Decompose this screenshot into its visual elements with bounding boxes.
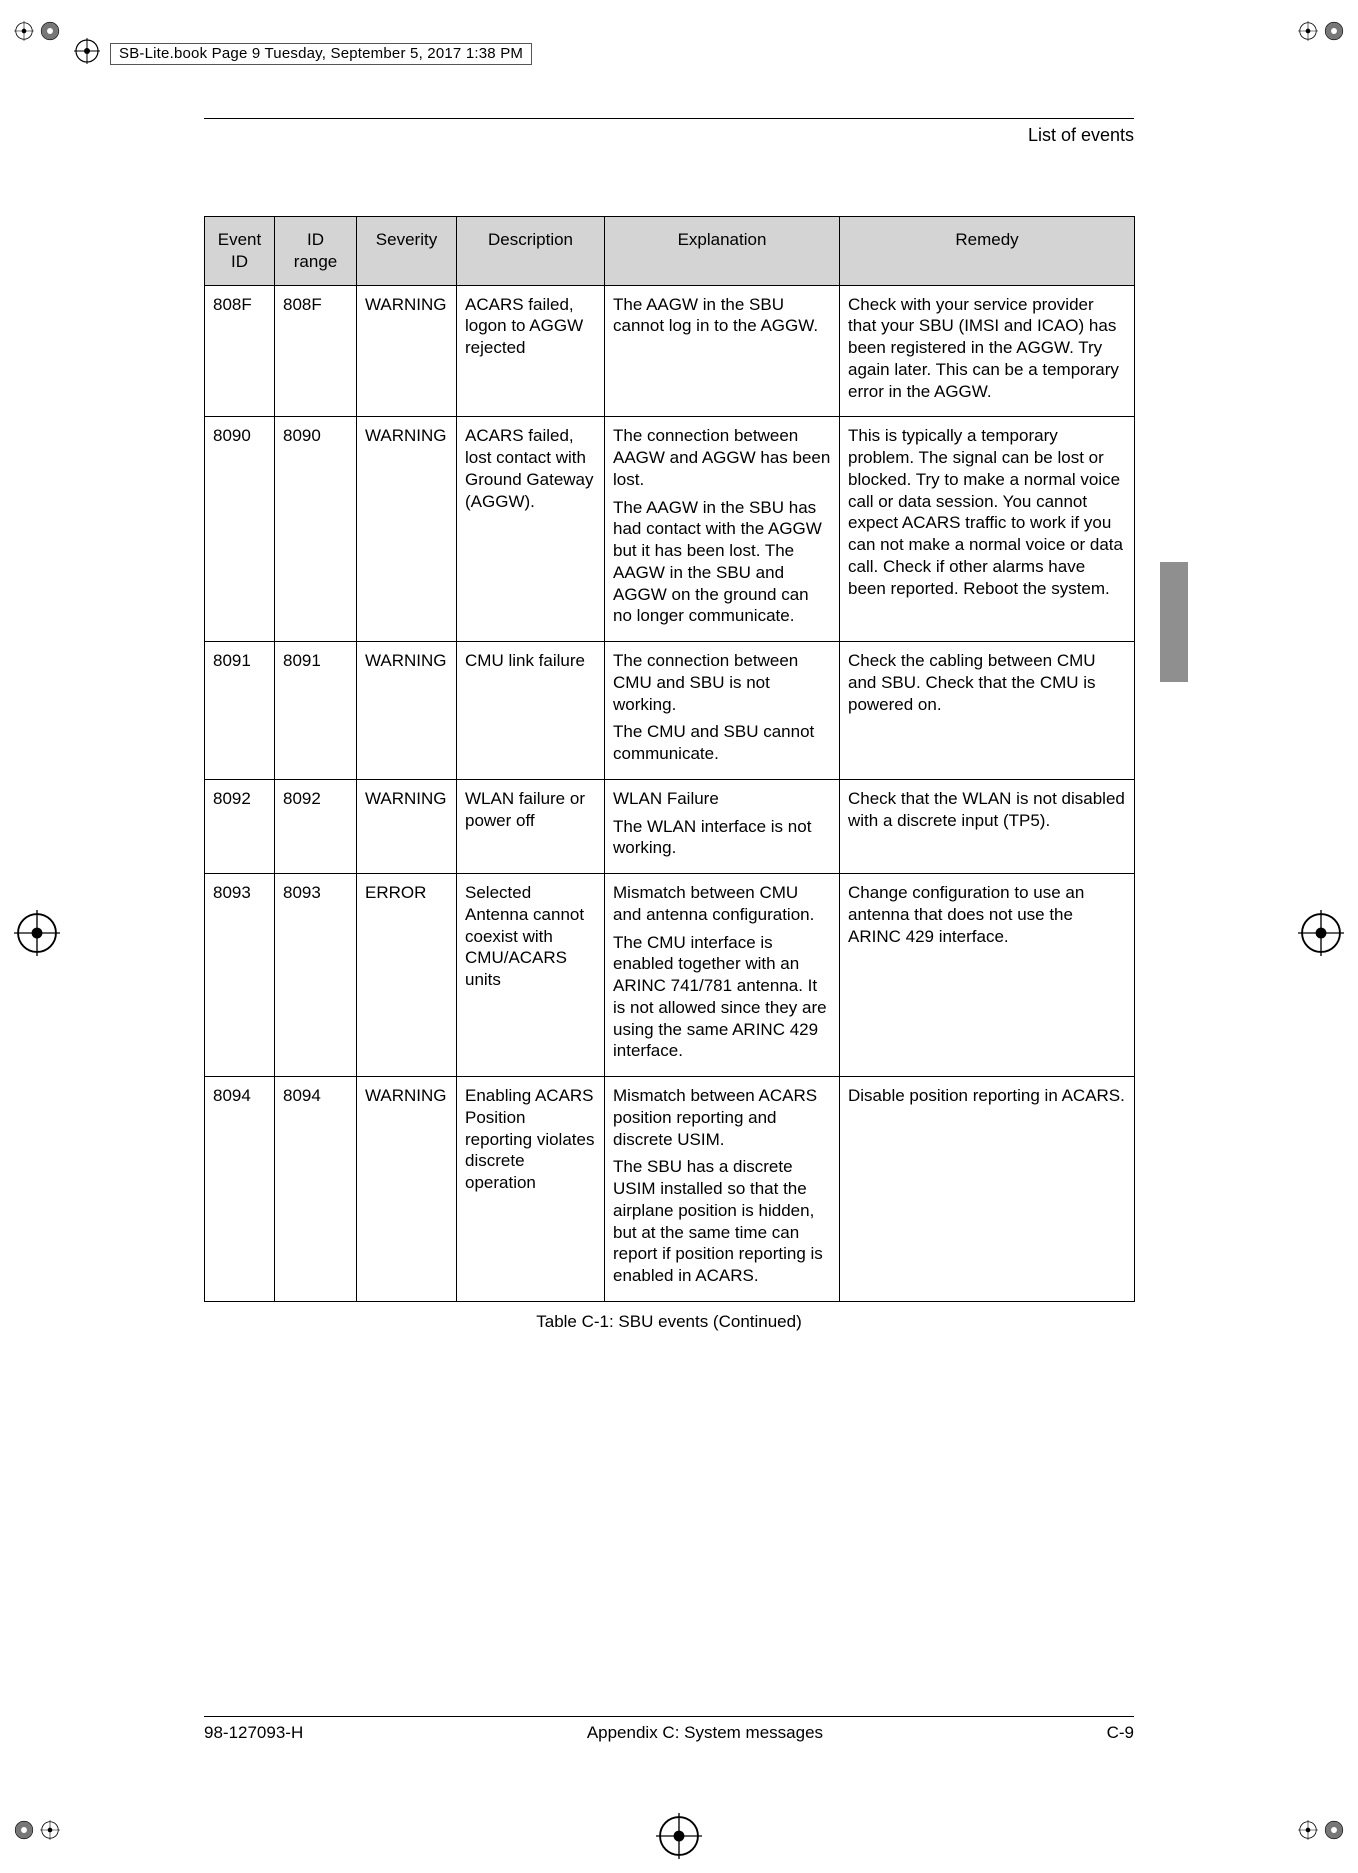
cell-explanation-para: Mismatch between CMU and antenna configu… bbox=[613, 882, 831, 926]
cell-explanation-para: The connection between AAGW and AGGW has… bbox=[613, 425, 831, 490]
cell-remedy-para: This is typically a temporary problem. T… bbox=[848, 425, 1126, 599]
cell-explanation: WLAN Failure The WLAN interface is not wo… bbox=[605, 779, 840, 873]
cell-explanation-para: The AAGW in the SBU has had contact with… bbox=[613, 497, 831, 628]
col-explanation: Explanation bbox=[605, 217, 840, 286]
cell-remedy: Disable position reporting in ACARS. bbox=[840, 1077, 1135, 1302]
table-row: 80918091WARNINGCMU link failureThe conne… bbox=[205, 642, 1135, 780]
crop-mark-icon bbox=[14, 910, 60, 956]
crop-mark-icon bbox=[14, 1813, 60, 1859]
cell-remedy-para: Check the cabling between CMU and SBU. C… bbox=[848, 650, 1126, 715]
cell-explanation-para: The CMU and SBU cannot communicate. bbox=[613, 721, 831, 765]
cell-explanation-para: The AAGW in the SBU cannot log in to the… bbox=[613, 294, 831, 338]
cell-remedy: Change configuration to use an antenna t… bbox=[840, 874, 1135, 1077]
cell-explanation-para: The CMU interface is enabled together wi… bbox=[613, 932, 831, 1063]
footer-page-number: C-9 bbox=[1107, 1723, 1134, 1743]
cell-event-id: 8092 bbox=[205, 779, 275, 873]
cell-remedy-para: Check that the WLAN is not disabled with… bbox=[848, 788, 1126, 832]
cell-description: Selected Antenna cannot coexist with CMU… bbox=[457, 874, 605, 1077]
col-id-range: ID range bbox=[275, 217, 357, 286]
cell-explanation-para: The SBU has a discrete USIM installed so… bbox=[613, 1156, 831, 1287]
cell-severity: WARNING bbox=[357, 642, 457, 780]
cell-severity: ERROR bbox=[357, 874, 457, 1077]
cell-explanation-para: The connection between CMU and SBU is no… bbox=[613, 650, 831, 715]
cell-remedy: Check the cabling between CMU and SBU. C… bbox=[840, 642, 1135, 780]
cell-explanation-para: Mismatch between ACARS position reportin… bbox=[613, 1085, 831, 1150]
cell-remedy: Check with your service provider that yo… bbox=[840, 285, 1135, 417]
footer-center: Appendix C: System messages bbox=[587, 1723, 823, 1743]
cell-event-id: 8094 bbox=[205, 1077, 275, 1302]
col-severity: Severity bbox=[357, 217, 457, 286]
cell-event-id: 8091 bbox=[205, 642, 275, 780]
cell-description: Enabling ACARS Position reporting violat… bbox=[457, 1077, 605, 1302]
crop-mark-icon bbox=[1298, 1813, 1344, 1859]
cell-id-range: 8094 bbox=[275, 1077, 357, 1302]
table-row: 80938093ERRORSelected Antenna cannot coe… bbox=[205, 874, 1135, 1077]
cell-id-range: 8090 bbox=[275, 417, 357, 642]
print-header-label: SB-Lite.book Page 9 Tuesday, September 5… bbox=[110, 43, 532, 65]
table-row: 80928092WARNINGWLAN failure or power off… bbox=[205, 779, 1135, 873]
cell-description: WLAN failure or power off bbox=[457, 779, 605, 873]
page-footer: 98-127093-H Appendix C: System messages … bbox=[204, 1716, 1134, 1743]
table-header-row: Event ID ID range Severity Description E… bbox=[205, 217, 1135, 286]
table-row: 80948094WARNINGEnabling ACARS Position r… bbox=[205, 1077, 1135, 1302]
cell-remedy: Check that the WLAN is not disabled with… bbox=[840, 779, 1135, 873]
crop-mark-icon bbox=[14, 14, 60, 60]
cell-description: ACARS failed, lost contact with Ground G… bbox=[457, 417, 605, 642]
crop-mark-icon bbox=[1298, 910, 1344, 956]
table-caption: Table C-1: SBU events (Continued) bbox=[204, 1312, 1134, 1332]
col-remedy: Remedy bbox=[840, 217, 1135, 286]
table-row: 808F808FWARNINGACARS failed, logon to AG… bbox=[205, 285, 1135, 417]
cell-event-id: 808F bbox=[205, 285, 275, 417]
cell-event-id: 8090 bbox=[205, 417, 275, 642]
cell-description: ACARS failed, logon to AGGW rejected bbox=[457, 285, 605, 417]
section-heading: List of events bbox=[204, 125, 1134, 146]
target-icon bbox=[74, 38, 100, 69]
cell-remedy: This is typically a temporary problem. T… bbox=[840, 417, 1135, 642]
col-event-id: Event ID bbox=[205, 217, 275, 286]
cell-id-range: 8091 bbox=[275, 642, 357, 780]
events-table: Event ID ID range Severity Description E… bbox=[204, 216, 1135, 1302]
cell-remedy-para: Change configuration to use an antenna t… bbox=[848, 882, 1126, 947]
cell-remedy-para: Check with your service provider that yo… bbox=[848, 294, 1126, 403]
page-body: List of events Event ID ID range Severit… bbox=[204, 118, 1134, 1332]
col-description: Description bbox=[457, 217, 605, 286]
crop-mark-icon bbox=[1298, 14, 1344, 60]
cell-explanation: The connection between AAGW and AGGW has… bbox=[605, 417, 840, 642]
cell-description: CMU link failure bbox=[457, 642, 605, 780]
cell-severity: WARNING bbox=[357, 285, 457, 417]
cell-explanation: The AAGW in the SBU cannot log in to the… bbox=[605, 285, 840, 417]
cell-explanation: The connection between CMU and SBU is no… bbox=[605, 642, 840, 780]
cell-explanation-para: WLAN Failure bbox=[613, 788, 831, 810]
cell-id-range: 8092 bbox=[275, 779, 357, 873]
cell-explanation-para: The WLAN interface is not working. bbox=[613, 816, 831, 860]
cell-id-range: 8093 bbox=[275, 874, 357, 1077]
footer-doc-number: 98-127093-H bbox=[204, 1723, 303, 1743]
cell-severity: WARNING bbox=[357, 417, 457, 642]
cell-severity: WARNING bbox=[357, 1077, 457, 1302]
print-header: SB-Lite.book Page 9 Tuesday, September 5… bbox=[74, 38, 532, 69]
cell-explanation: Mismatch between CMU and antenna configu… bbox=[605, 874, 840, 1077]
cell-remedy-para: Disable position reporting in ACARS. bbox=[848, 1085, 1126, 1107]
cell-explanation: Mismatch between ACARS position reportin… bbox=[605, 1077, 840, 1302]
section-tab-icon bbox=[1160, 562, 1188, 682]
cell-event-id: 8093 bbox=[205, 874, 275, 1077]
cell-id-range: 808F bbox=[275, 285, 357, 417]
table-row: 80908090WARNINGACARS failed, lost contac… bbox=[205, 417, 1135, 642]
crop-mark-icon bbox=[656, 1813, 702, 1859]
cell-severity: WARNING bbox=[357, 779, 457, 873]
